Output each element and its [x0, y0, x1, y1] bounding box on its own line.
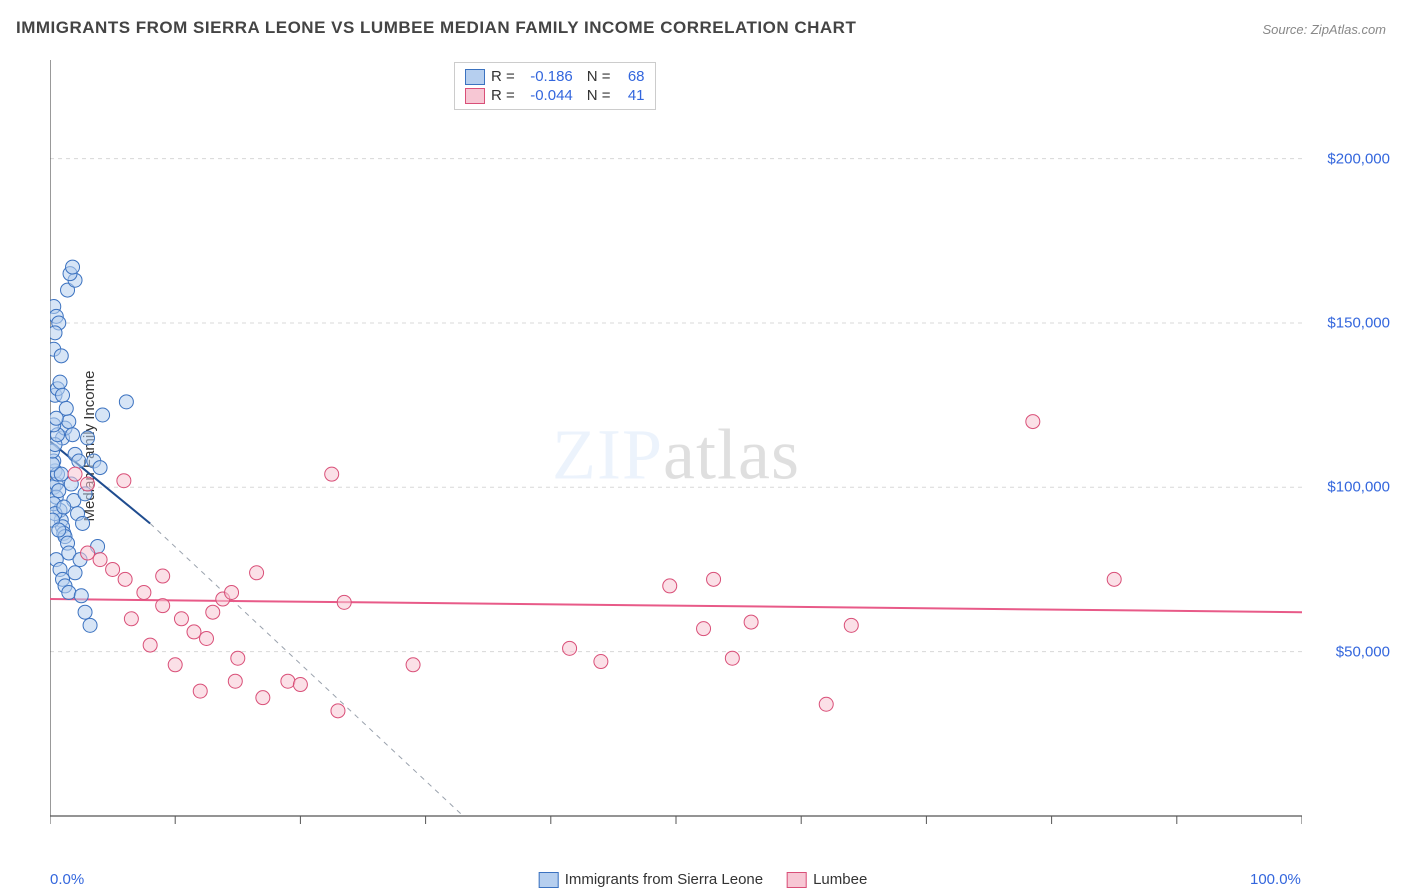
stats-swatch [465, 69, 485, 85]
stat-r-value: -0.044 [521, 87, 573, 104]
stats-row: R = -0.186 N = 68 [465, 67, 645, 86]
y-tick-label: $100,000 [1327, 479, 1390, 496]
legend-swatch [787, 872, 807, 888]
y-tick-label: $50,000 [1336, 643, 1390, 660]
source-attribution: Source: ZipAtlas.com [1262, 22, 1386, 37]
stat-n-label: N = [587, 87, 611, 104]
y-tick-label: $200,000 [1327, 150, 1390, 167]
correlation-stats-box: R = -0.186 N = 68 R = -0.044 N = 41 [454, 62, 656, 110]
legend-label: Lumbee [813, 871, 867, 888]
chart-title: IMMIGRANTS FROM SIERRA LEONE VS LUMBEE M… [16, 18, 856, 38]
x-tick-label: 100.0% [1250, 871, 1301, 888]
legend: Immigrants from Sierra Leone Lumbee [539, 871, 868, 888]
legend-swatch [539, 872, 559, 888]
stat-n-label: N = [587, 68, 611, 85]
stat-r-label: R = [491, 87, 515, 104]
y-tick-label: $150,000 [1327, 314, 1390, 331]
legend-item: Lumbee [787, 871, 867, 888]
scatter-chart [50, 60, 1302, 850]
stat-r-value: -0.186 [521, 68, 573, 85]
legend-item: Immigrants from Sierra Leone [539, 871, 763, 888]
legend-label: Immigrants from Sierra Leone [565, 871, 763, 888]
stat-n-value: 41 [617, 87, 645, 104]
stats-row: R = -0.044 N = 41 [465, 86, 645, 105]
stat-n-value: 68 [617, 68, 645, 85]
x-tick-label: 0.0% [50, 871, 84, 888]
stats-swatch [465, 88, 485, 104]
chart-container: IMMIGRANTS FROM SIERRA LEONE VS LUMBEE M… [0, 0, 1406, 892]
plot-area: ZIPatlas [50, 60, 1302, 850]
stat-r-label: R = [491, 68, 515, 85]
